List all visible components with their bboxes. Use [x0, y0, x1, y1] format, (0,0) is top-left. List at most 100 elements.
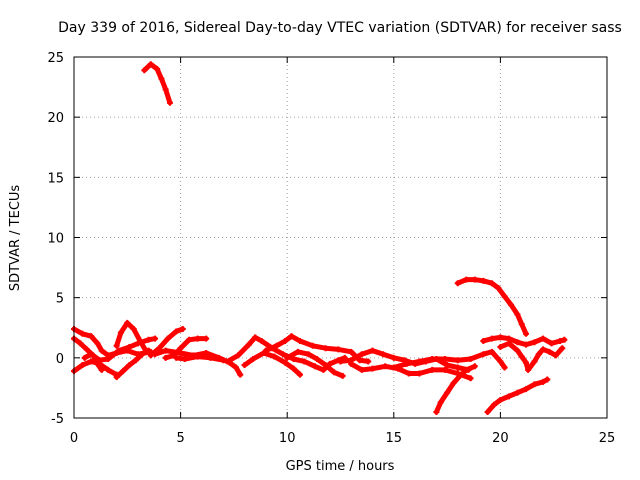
- data-point: [525, 366, 532, 373]
- data-point: [514, 389, 521, 396]
- data-point: [467, 356, 474, 363]
- data-point: [250, 356, 257, 363]
- data-point: [130, 325, 137, 332]
- data-point: [471, 276, 478, 283]
- x-tick-label: 20: [492, 431, 509, 446]
- data-point: [145, 336, 152, 343]
- data-point: [444, 389, 451, 396]
- data-point: [305, 351, 312, 358]
- data-point: [531, 339, 538, 346]
- data-point: [173, 328, 180, 335]
- data-point: [88, 333, 95, 340]
- x-tick-label: 25: [599, 431, 616, 446]
- data-point: [94, 340, 101, 347]
- y-tick-label: 25: [47, 51, 64, 66]
- data-point: [164, 335, 171, 342]
- x-tick-label: 5: [176, 431, 184, 446]
- data-point: [484, 408, 491, 415]
- data-point: [522, 341, 529, 348]
- data-point: [81, 354, 88, 361]
- data-point: [518, 321, 525, 328]
- data-point: [390, 354, 397, 361]
- data-point: [220, 357, 227, 364]
- data-point: [429, 356, 436, 363]
- data-point: [139, 351, 146, 358]
- data-point: [433, 408, 440, 415]
- data-point: [77, 340, 84, 347]
- data-point: [552, 352, 559, 359]
- series-trace-9: [162, 335, 210, 361]
- data-point: [540, 378, 547, 385]
- data-point: [369, 365, 376, 372]
- data-point: [491, 401, 498, 408]
- y-tick-label: 10: [47, 232, 64, 247]
- data-point: [456, 372, 463, 379]
- data-point: [471, 363, 478, 370]
- series-trace-13: [262, 333, 372, 365]
- data-point: [531, 358, 538, 365]
- data-point: [262, 347, 269, 354]
- y-tick-labels: -5 0 5 10 15 20 25: [47, 51, 64, 427]
- data-point: [339, 372, 346, 379]
- series-trace-17: [390, 348, 508, 371]
- data-point: [158, 75, 165, 82]
- data-point: [416, 358, 423, 365]
- data-point: [113, 342, 120, 349]
- chart-title: Day 339 of 2016, Sidereal Day-to-day VTE…: [58, 20, 622, 36]
- data-point: [237, 371, 244, 378]
- data-point: [501, 364, 508, 371]
- data-point: [508, 301, 515, 308]
- data-point: [522, 386, 529, 393]
- data-point: [105, 366, 112, 373]
- data-point: [271, 353, 278, 360]
- data-point: [454, 280, 461, 287]
- x-tick-label: 15: [386, 431, 403, 446]
- series-trace-19: [454, 276, 529, 337]
- data-point: [88, 358, 95, 365]
- data-point: [358, 366, 365, 373]
- y-tick-label: 20: [47, 111, 64, 126]
- data-point: [544, 376, 551, 383]
- data-point: [365, 358, 372, 365]
- series-line: [71, 358, 120, 378]
- data-point: [540, 335, 547, 342]
- data-point: [152, 335, 159, 342]
- data-point: [207, 354, 214, 361]
- data-point: [314, 356, 321, 363]
- data-point: [96, 357, 103, 364]
- data-point: [241, 362, 248, 369]
- data-point: [454, 364, 461, 371]
- data-point: [83, 346, 90, 353]
- data-point: [557, 337, 564, 344]
- data-point: [454, 357, 461, 364]
- data-point: [179, 325, 186, 332]
- data-point: [154, 66, 161, 73]
- data-point: [348, 360, 355, 367]
- data-point: [322, 345, 329, 352]
- x-tick-label: 0: [70, 431, 78, 446]
- data-point: [147, 352, 154, 359]
- data-point: [331, 369, 338, 376]
- data-point: [288, 333, 295, 340]
- data-point: [488, 280, 495, 287]
- data-point: [113, 374, 120, 381]
- data-point: [235, 352, 242, 359]
- data-point: [497, 344, 504, 351]
- data-point: [143, 348, 150, 355]
- data-point: [309, 342, 316, 349]
- data-point: [488, 335, 495, 342]
- axis-ticks: [73, 56, 608, 419]
- data-point: [311, 363, 318, 370]
- x-tick-labels: 0 5 10 15 20 25: [70, 431, 615, 446]
- data-point: [480, 337, 487, 344]
- data-point: [505, 393, 512, 400]
- data-point: [282, 359, 289, 366]
- series-trace-18: [433, 363, 478, 415]
- data-point: [141, 67, 148, 74]
- data-point: [497, 334, 504, 341]
- data-point: [282, 337, 289, 344]
- data-point: [137, 337, 144, 344]
- data-point: [181, 356, 188, 363]
- data-point: [126, 362, 133, 369]
